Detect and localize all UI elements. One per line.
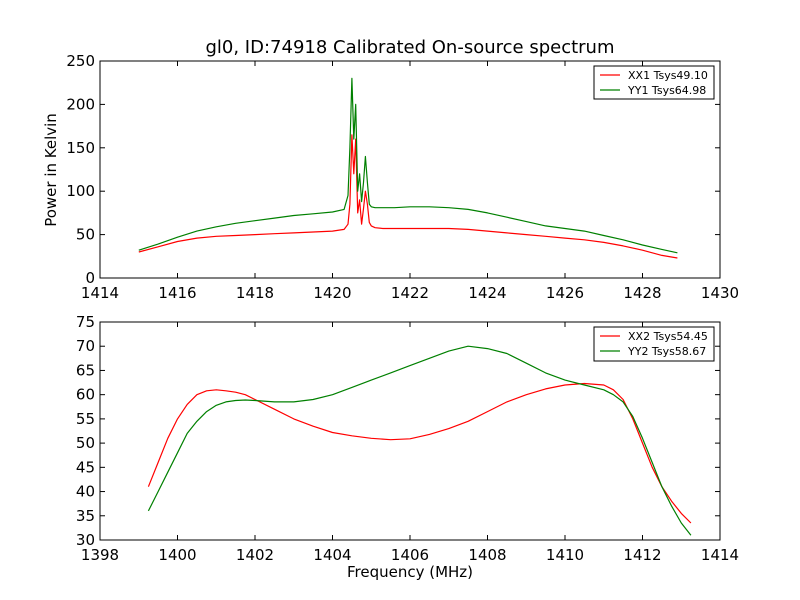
- bottom-legend-label-1: XX2 Tsys54.45: [628, 330, 708, 343]
- bottom-y-tick-label: 30: [76, 531, 95, 549]
- x-axis-label: Frequency (MHz): [347, 563, 473, 581]
- bottom-x-tick-label: 1406: [391, 546, 429, 564]
- bottom-x-tick-label: 1408: [468, 546, 506, 564]
- bottom-x-tick-label: 1398: [81, 546, 119, 564]
- bottom-x-tick-label: 1410: [546, 546, 584, 564]
- bottom-y-tick-label: 35: [76, 507, 95, 525]
- bottom-y-tick-label: 45: [76, 458, 95, 476]
- top-x-tick-label: 1424: [468, 284, 506, 302]
- top-series-line-1: [138, 134, 678, 259]
- top-series-group: [138, 77, 678, 259]
- bottom-legend-label-2: YY2 Tsys58.67: [627, 345, 706, 358]
- top-legend-box: [593, 65, 715, 100]
- top-x-tick-label: 1422: [391, 284, 429, 302]
- top-x-tick-label: 1426: [546, 284, 584, 302]
- bottom-x-tick-label: 1402: [236, 546, 274, 564]
- top-spectrum-plot: 1414 1416 1418 1420 1422 1424 1426 1428 1430 0 50 1…: [66, 52, 739, 302]
- top-x-tick-label: 1430: [701, 284, 739, 302]
- top-y-tick-label: 150: [66, 139, 95, 157]
- top-x-tick-label: 1428: [623, 284, 661, 302]
- top-series-line-2: [138, 77, 678, 254]
- bottom-y-tick-label: 40: [76, 483, 95, 501]
- bottom-x-tick-label: 1404: [313, 546, 351, 564]
- bottom-x-tick-label: 1414: [701, 546, 739, 564]
- y-axis-label: Power in Kelvin: [42, 113, 60, 227]
- top-y-tick-label: 200: [66, 95, 95, 113]
- top-x-tick-label: 1414: [81, 284, 119, 302]
- top-y-tick-label: 100: [66, 182, 95, 200]
- top-x-tick-label: 1416: [158, 284, 196, 302]
- top-legend-label-1: XX1 Tsys49.10: [628, 69, 708, 82]
- bottom-legend: XX2 Tsys54.45 YY2 Tsys58.67: [593, 326, 715, 362]
- top-y-tick-label: 250: [66, 52, 95, 70]
- bottom-y-tick-label: 75: [76, 313, 95, 331]
- bottom-series-line-2: [147, 345, 692, 536]
- bottom-y-tick-label: 55: [76, 410, 95, 428]
- bottom-series-group: [147, 345, 692, 536]
- top-x-tick-label: 1418: [236, 284, 274, 302]
- chart-title: gl0, ID:74918 Calibrated On-source spect…: [205, 37, 614, 58]
- bottom-y-tick-label: 65: [76, 361, 95, 379]
- bottom-y-tick-label: 50: [76, 434, 95, 452]
- top-legend: XX1 Tsys49.10 YY1 Tsys64.98: [593, 65, 715, 100]
- bottom-spectrum-plot: 1398 1400 1402 1404 1406 1408 1410 1412 1414 30 35…: [76, 313, 739, 564]
- top-x-tick-label: 1420: [313, 284, 351, 302]
- bottom-y-tick-label: 60: [76, 386, 95, 404]
- bottom-y-tick-label: 70: [76, 337, 95, 355]
- bottom-legend-box: [593, 326, 715, 362]
- bottom-x-tick-label: 1412: [623, 546, 661, 564]
- bottom-x-tick-label: 1400: [158, 546, 196, 564]
- top-y-tick-label: 0: [85, 269, 95, 287]
- top-legend-label-2: YY1 Tsys64.98: [627, 84, 706, 97]
- top-y-tick-label: 50: [76, 226, 95, 244]
